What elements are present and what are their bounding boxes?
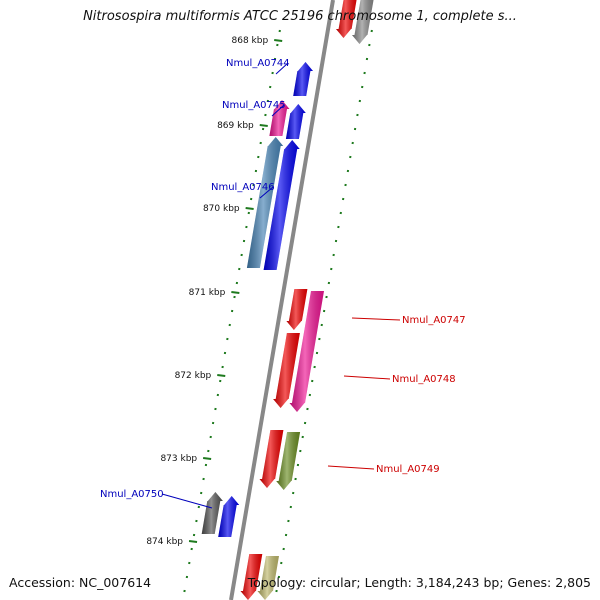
gene-label-nmul_a0749[interactable]: Nmul_A0749 (376, 464, 440, 475)
scale-tick (188, 540, 198, 543)
gene-label-nmul_a0748[interactable]: Nmul_A0748 (392, 374, 456, 385)
scale-dotted-guides (183, 29, 373, 593)
gene-arrow-shading (336, 0, 357, 38)
scale-tick (245, 207, 254, 210)
gene-features (201, 0, 374, 600)
gene-arrow-shading (273, 333, 300, 408)
gene-arrow-shading (218, 496, 240, 537)
gene-arrow-shading (269, 100, 290, 136)
topology-text: Topology: circular; Length: 3,184,243 bp… (247, 575, 591, 590)
scale-tick (203, 457, 212, 460)
scale-tick-label: 873 kbp (160, 454, 197, 464)
gene-arrow-shading (201, 492, 223, 534)
gene-label-leader (161, 493, 213, 509)
gene-label-leader (351, 317, 401, 321)
gene-label-leader (343, 375, 391, 380)
gene-arrow-shading (246, 137, 284, 268)
gene-arrow-shading (263, 140, 300, 270)
gene-label-nmul_a0750[interactable]: Nmul_A0750 (100, 489, 164, 500)
gene-label-leader (271, 104, 285, 117)
gene-arrow-shading (286, 289, 308, 330)
gene-label-leader (327, 465, 375, 470)
gene-arrow-shading (257, 556, 279, 600)
gene-label-nmul_a0746[interactable]: Nmul_A0746 (211, 182, 275, 193)
gene-arrow-shading (259, 430, 284, 488)
gene-label-nmul_a0747[interactable]: Nmul_A0747 (402, 315, 466, 326)
scale-tick-label: 872 kbp (175, 371, 212, 381)
gene-label-nmul_a0745[interactable]: Nmul_A0745 (222, 100, 286, 111)
genome-backbone (229, 0, 335, 600)
scale-tick-label: 874 kbp (146, 537, 183, 547)
gene-label-leader (275, 62, 289, 75)
scale-tick (217, 374, 226, 377)
scale-tick-label: 869 kbp (217, 121, 254, 131)
gene-arrow-shading (293, 62, 313, 96)
gene-labels: Nmul_A0744 Nmul_A0745 Nmul_A0746 Nmul_A0747… (100, 58, 466, 509)
gene-arrow-shading (352, 0, 374, 44)
gene-arrow-shading (289, 291, 324, 412)
gene-label-leader (259, 186, 274, 199)
gene-arrow-shading (240, 554, 263, 600)
scale-tick-label: 871 kbp (189, 288, 226, 298)
accession-text: Accession: NC_007614 (9, 575, 152, 590)
scale-tick (259, 124, 268, 127)
gene-label-nmul_a0744[interactable]: Nmul_A0744 (226, 58, 290, 69)
scale-tick-label: 868 kbp (232, 36, 269, 46)
gene-arrow-shading (276, 432, 301, 490)
scale-tick-label: 870 kbp (203, 204, 240, 214)
scale-tick (231, 291, 240, 294)
scale-tick (274, 39, 283, 42)
gene-arrow-shading (285, 104, 306, 139)
map-title: Nitrosospira multiformis ATCC 25196 chro… (83, 9, 517, 24)
scale-ticks: 868 kbp 869 kbp 870 kbp 871 kbp 872 kbp 873 k… (146, 36, 283, 547)
